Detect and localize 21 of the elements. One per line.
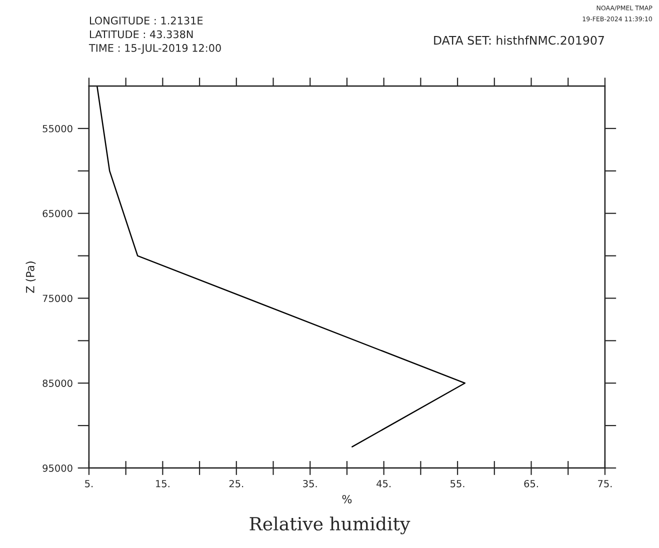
x-tick-label: 35.	[303, 480, 317, 488]
y-axis-title: Z (Pa)	[26, 262, 36, 293]
line-series	[96, 86, 466, 448]
text: DATA SET: histhfNMC.201907	[434, 36, 604, 45]
text: Relative humidity	[250, 516, 410, 534]
x-tick-label: 25.	[229, 480, 244, 488]
x-tick-label: 15.	[156, 480, 170, 488]
x-tick-label: 5.	[85, 480, 93, 488]
x-axis-title: %	[342, 494, 352, 504]
y-tick-label: 75000	[42, 294, 72, 302]
text: TIME : 15-JUL-2019 12:00	[88, 44, 221, 54]
x-tick-label: 55.	[450, 480, 464, 488]
x-tick-label: 75.	[598, 480, 612, 488]
y-tick-label: 65000	[42, 210, 72, 218]
text: LATITUDE : 43.338N	[90, 30, 193, 38]
y-tick-label: 95000	[42, 464, 72, 472]
y-tick-label: 55000	[42, 124, 72, 132]
y-tick-label: 85000	[42, 380, 72, 387]
x-tick-label: 65.	[524, 480, 538, 488]
text: LONGITUDE : 1.2131E	[90, 16, 203, 25]
x-tick-label: 45.	[376, 480, 391, 488]
